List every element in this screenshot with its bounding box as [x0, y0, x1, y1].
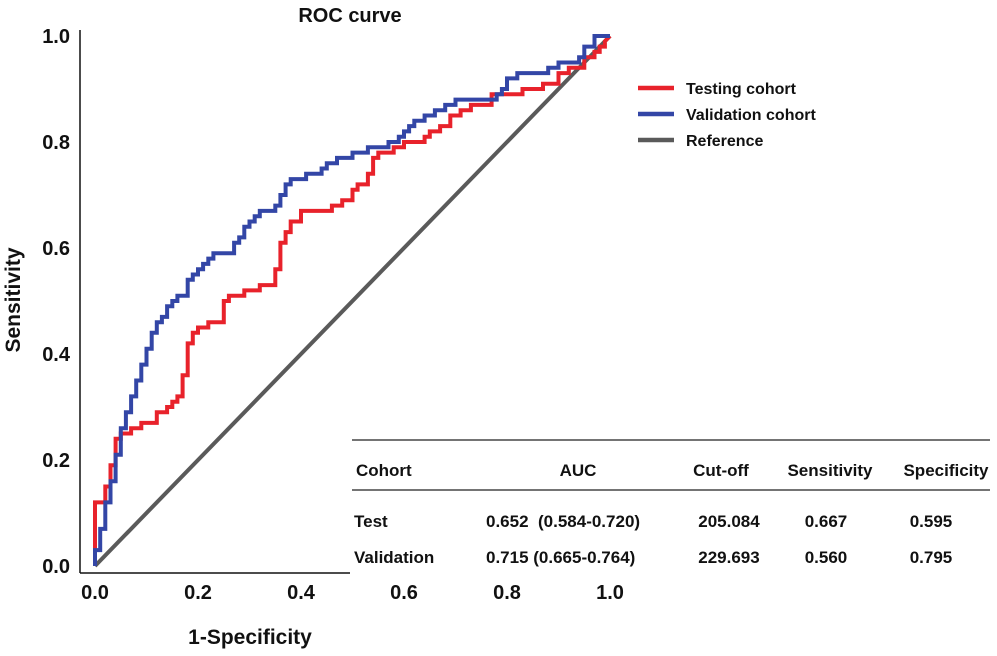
stats-table: Cohort AUC Cut-off Sensitivity Specificity Te… [352, 439, 990, 567]
table-header-cell: Cut-off [693, 461, 749, 480]
table-header-cell: Sensitivity [787, 461, 873, 480]
table-cell: 229.693 [698, 548, 759, 567]
y-tick-label: 0.0 [42, 556, 70, 578]
legend-label: Reference [686, 133, 763, 150]
table-cell: 205.084 [698, 512, 760, 531]
table-cell: Validation [354, 548, 434, 567]
legend-label: Validation cohort [686, 107, 816, 124]
table-cell: 0.560 [805, 548, 848, 567]
x-tick-label: 0.4 [287, 582, 316, 604]
table-header-cell: Specificity [903, 461, 989, 480]
x-tick-label: 0.2 [184, 582, 212, 604]
x-axis-label: 1-Specificity [188, 626, 312, 649]
y-tick-label: 0.4 [42, 344, 71, 366]
y-tick-label: 0.8 [42, 132, 70, 154]
y-tick-label: 1.0 [42, 26, 70, 48]
table-cell: 0.795 [910, 548, 953, 567]
axes: 0.0 0.2 0.4 0.6 0.8 1.0 0.0 0.2 0.4 0.6 0.8 1.0 [42, 26, 624, 604]
table-cell: 0.595 [910, 512, 953, 531]
table-cell: 0.652 (0.584-0.720) [486, 512, 640, 531]
y-tick-label: 0.2 [42, 450, 70, 472]
table-cell: 0.667 [805, 512, 848, 531]
series-line-validation-cohort [93, 34, 610, 566]
table-header-cell: AUC [560, 461, 597, 480]
table-cell: Test [354, 512, 388, 531]
series-line-testing-cohort [93, 34, 612, 566]
table-header-cell: Cohort [356, 461, 412, 480]
x-tick-label: 0.6 [390, 582, 418, 604]
series-line-reference [93, 34, 612, 568]
y-axis-label: Sensitivity [2, 247, 25, 352]
series-layer [93, 34, 612, 568]
x-tick-label: 0.0 [81, 582, 109, 604]
y-tick-label: 0.6 [42, 238, 70, 260]
x-tick-label: 1.0 [596, 582, 624, 604]
legend: Testing cohort Validation cohort Reference [638, 81, 816, 150]
legend-label: Testing cohort [686, 81, 797, 98]
chart-title: ROC curve [298, 5, 401, 27]
x-tick-label: 0.8 [493, 582, 521, 604]
table-cell: 0.715 (0.665-0.764) [486, 548, 635, 567]
